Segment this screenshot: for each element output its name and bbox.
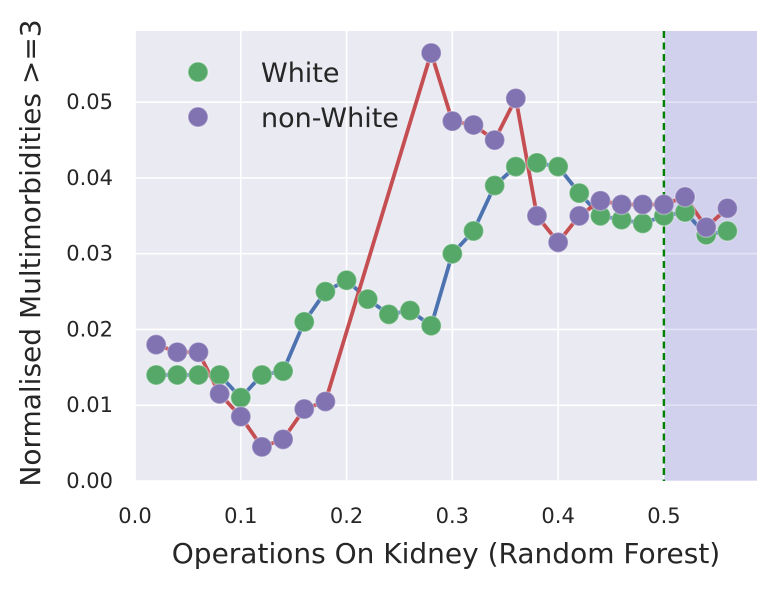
- non-white-data-point: [589, 189, 612, 212]
- white-data-point: [166, 364, 189, 386]
- non-white-data-point: [314, 390, 337, 413]
- non-white-data-point: [208, 383, 231, 405]
- non-white-data-point: [293, 398, 316, 420]
- white-data-point: [356, 288, 379, 310]
- non-white-data-point: [441, 110, 464, 132]
- white-data-point: [526, 152, 548, 174]
- non-white-data-point: [230, 405, 252, 428]
- white-data-point: [145, 364, 167, 386]
- white-data-point: [208, 364, 231, 386]
- y-tick-label: 0.00: [66, 469, 113, 493]
- y-tick-label: 0.04: [66, 166, 113, 190]
- non-white-data-point: [483, 129, 506, 151]
- white-series-line: [154, 160, 730, 400]
- white-data-point: [716, 220, 739, 242]
- white-data-point: [272, 360, 294, 382]
- non-white-data-point: [547, 231, 569, 254]
- x-tick-label: 0.5: [647, 504, 680, 528]
- white-data-point: [314, 280, 337, 303]
- white-data-point: [251, 364, 273, 386]
- legend-marker-non-white: [187, 106, 209, 128]
- white-data-point: [230, 386, 252, 409]
- y-axis-title: Normalised Multimorbidities >=3: [14, 19, 47, 486]
- non-white-data-point: [526, 205, 548, 227]
- non-white-data-point: [632, 193, 654, 216]
- white-data-point: [420, 314, 442, 337]
- x-tick-label: 0.1: [224, 504, 257, 528]
- y-tick-label: 0.03: [66, 242, 113, 266]
- white-data-point: [335, 269, 358, 291]
- legend-label-white: White: [261, 58, 340, 89]
- white-data-point: [483, 174, 506, 197]
- non-white-data-point: [716, 197, 739, 220]
- non-white-data-point: [251, 436, 273, 458]
- legend: White non-White: [187, 58, 399, 134]
- white-data-point: [187, 364, 210, 386]
- non-white-data-point: [568, 205, 591, 227]
- non-white-data-point: [272, 428, 294, 451]
- x-axis-title: Operations On Kidney (Random Forest): [172, 537, 720, 570]
- non-white-data-point: [505, 87, 527, 110]
- y-tick-label: 0.02: [66, 317, 113, 341]
- legend-marker-white: [187, 61, 209, 83]
- non-white-data-point: [420, 42, 442, 64]
- y-tick-label: 0.01: [66, 393, 113, 417]
- white-data-point: [547, 155, 569, 178]
- x-tick-label: 0.2: [330, 504, 363, 528]
- white-data-point: [441, 242, 464, 265]
- non-white-data-point: [166, 341, 189, 363]
- white-data-point: [399, 299, 421, 322]
- white-data-point: [293, 311, 316, 333]
- white-data-point: [378, 303, 400, 326]
- x-tick-label: 0.4: [541, 504, 574, 528]
- plot-area: 0.0 0.1 0.2 0.3 0.4 0.5 0.00 0.01 0.02 0.03 0.04 0.…: [66, 31, 757, 528]
- x-tick-label: 0.3: [436, 504, 469, 528]
- legend-label-non-white: non-White: [261, 103, 399, 134]
- white-data-point: [568, 182, 591, 204]
- white-data-point: [505, 155, 527, 178]
- non-white-data-point: [610, 193, 633, 216]
- non-white-data-point: [145, 333, 167, 356]
- threshold-shaded-region: [663, 31, 757, 481]
- non-white-data-point: [674, 186, 696, 208]
- non-white-data-point: [695, 216, 717, 238]
- x-tick-label: 0.0: [118, 504, 151, 528]
- y-tick-label: 0.05: [66, 90, 113, 114]
- non-white-data-point: [187, 341, 210, 363]
- non-white-data-point: [462, 114, 485, 136]
- white-data-point: [632, 212, 654, 235]
- white-data-point: [462, 220, 485, 242]
- non-white-data-point: [653, 193, 675, 216]
